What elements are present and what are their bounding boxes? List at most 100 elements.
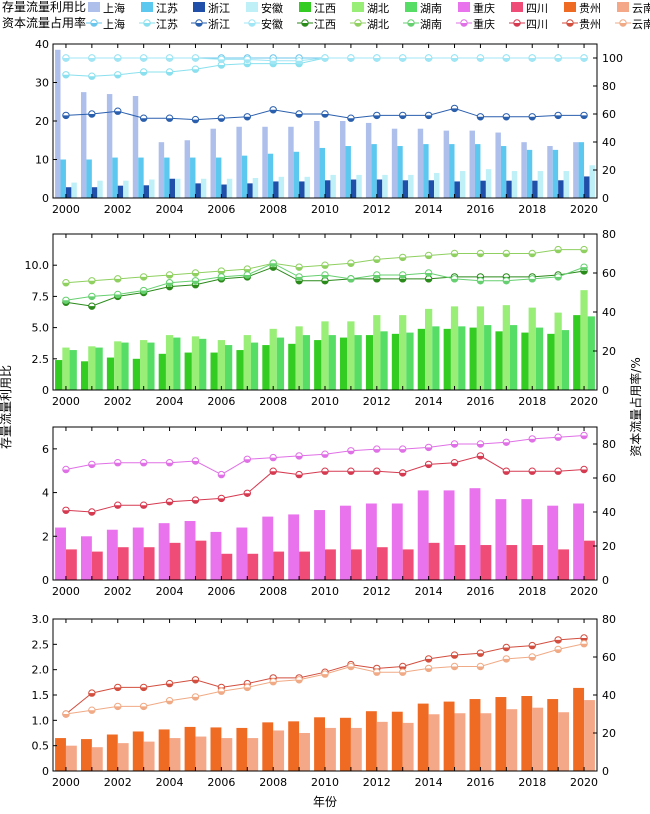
legend-bar-label-4: 安徽 xyxy=(261,1,283,15)
bar-p4-s2-2011 xyxy=(350,727,362,771)
point-fill-p3-s2-2015 xyxy=(451,462,458,466)
bar-p4-s1-2013 xyxy=(391,711,403,771)
point-fill-p3-s1-2013 xyxy=(399,449,406,453)
point-fill-p4-s2-2013 xyxy=(399,672,406,676)
bar-p2-s1-2017 xyxy=(495,331,503,390)
point-fill-p1-s4-2002 xyxy=(114,58,121,62)
right-tick-label-p1-0: 0 xyxy=(602,192,609,205)
point-fill-p3-s2-2005 xyxy=(192,500,199,504)
x-axis-label: 年份 xyxy=(313,795,337,809)
x-tick-label-p1-2008: 2008 xyxy=(259,203,287,216)
bar-p1-s3-2000 xyxy=(65,187,72,198)
point-fill-p3-s1-2004 xyxy=(166,462,173,466)
bar-p1-s4-2006 xyxy=(226,178,233,198)
bar-p1-s1-2017 xyxy=(495,132,501,198)
legend-bar-swatch-10 xyxy=(564,2,576,12)
bar-p2-s1-2014 xyxy=(417,328,425,390)
legend-bar-label-9: 四川 xyxy=(526,2,548,15)
point-fill-p2-s1-2009 xyxy=(295,280,303,284)
legend-bar-label-3: 浙江 xyxy=(208,2,230,15)
point-fill-p4-s1-2004 xyxy=(166,683,173,687)
x-tick-label-p2-2012: 2012 xyxy=(363,395,391,408)
bar-p1-s4-2005 xyxy=(200,178,207,198)
bar-p1-s3-2012 xyxy=(376,179,383,198)
x-tick-label-p4-2004: 2004 xyxy=(156,776,184,789)
point-fill-p1-s3-2001 xyxy=(88,114,96,118)
right-tick-label-p3-1: 20 xyxy=(602,540,616,553)
bar-p2-s2-2017 xyxy=(502,305,510,390)
point-fill-p1-s2-2009 xyxy=(295,63,303,67)
bar-p2-s1-2008 xyxy=(262,345,270,390)
point-fill-p1-s4-2001 xyxy=(88,58,96,62)
bar-p2-s1-2013 xyxy=(391,333,400,390)
bar-p2-s2-2018 xyxy=(528,307,536,390)
point-fill-p3-s1-2016 xyxy=(477,444,484,448)
x-tick-label-p1-2016: 2016 xyxy=(466,203,494,216)
bar-p1-s4-2015 xyxy=(459,171,466,198)
bar-p2-s1-2006 xyxy=(210,352,218,390)
bar-p3-s1-2000 xyxy=(55,527,66,580)
point-fill-p2-s1-2020 xyxy=(580,271,588,275)
bar-p2-s2-2012 xyxy=(373,315,381,390)
legend-bar-swatch-9 xyxy=(511,2,523,12)
left-tick-label-p1-0: 0 xyxy=(42,192,49,205)
bar-p3-s1-2016 xyxy=(469,488,481,580)
bar-p2-s3-2014 xyxy=(432,326,440,390)
point-fill-p2-s2-2006 xyxy=(218,271,225,275)
bar-p1-s1-2010 xyxy=(314,121,320,198)
point-fill-p1-s3-2004 xyxy=(166,118,173,122)
left-tick-label-p2-1: 2.5 xyxy=(32,353,50,366)
point-fill-p1-s3-2008 xyxy=(269,109,277,114)
bar-p1-s3-2001 xyxy=(91,187,98,198)
bar-p1-s2-2012 xyxy=(371,144,377,198)
x-tick-label-p2-2008: 2008 xyxy=(259,395,287,408)
bar-p2-s3-2018 xyxy=(535,327,544,390)
point-fill-p3-s2-2002 xyxy=(114,505,121,509)
point-fill-p3-s1-2006 xyxy=(218,474,225,478)
bar-p1-s2-2006 xyxy=(215,157,222,198)
legend-line-marker-fill-11 xyxy=(619,23,627,27)
x-tick-label-p3-2002: 2002 xyxy=(104,585,132,598)
point-fill-p1-s4-2003 xyxy=(140,58,147,62)
bar-p3-s1-2015 xyxy=(443,490,455,580)
point-fill-p3-s2-2017 xyxy=(503,471,510,475)
right-tick-label-p4-4: 80 xyxy=(602,613,616,626)
bar-p1-s4-2007 xyxy=(252,177,259,198)
bar-p1-s2-2013 xyxy=(397,146,403,198)
point-fill-p3-s1-2012 xyxy=(373,449,381,453)
right-tick-label-p2-4: 80 xyxy=(602,228,616,241)
legend: 存量流量利用比 资本流量占用率 上海 江苏 浙江 安徽 江西 湖北 湖南 重庆 四川 贵州 云南上海… xyxy=(2,0,650,31)
point-fill-p4-s2-2010 xyxy=(321,674,329,678)
bar-p1-s3-2017 xyxy=(506,180,512,198)
left-tick-label-p1-4: 40 xyxy=(35,38,49,51)
legend-line-label-3: 浙江 xyxy=(208,18,230,31)
bar-p2-s2-2005 xyxy=(191,336,200,390)
point-fill-p3-s1-2008 xyxy=(269,457,277,461)
bar-p3-s2-2006 xyxy=(221,553,233,580)
point-fill-p2-s1-2001 xyxy=(88,306,96,310)
point-fill-p1-s4-2000 xyxy=(62,58,70,62)
bar-p2-s3-2002 xyxy=(121,342,129,390)
point-fill-p3-s2-2010 xyxy=(321,471,329,475)
point-fill-p3-s2-2018 xyxy=(529,471,536,475)
point-fill-p1-s3-2009 xyxy=(295,114,303,118)
point-fill-p2-s2-2005 xyxy=(192,273,199,277)
x-tick-label-p3-2012: 2012 xyxy=(363,585,391,598)
bar-p1-s1-2014 xyxy=(417,128,424,198)
bar-p4-s1-2011 xyxy=(340,717,351,771)
bar-p1-s4-2008 xyxy=(278,176,285,198)
legend-bar-swatch-6 xyxy=(352,2,364,12)
bar-p1-s3-2018 xyxy=(532,180,538,198)
point-fill-p3-s1-2009 xyxy=(295,455,303,460)
point-fill-p2-s3-2014 xyxy=(425,273,432,277)
x-tick-label-p4-2016: 2016 xyxy=(466,776,494,789)
point-fill-p2-s2-2009 xyxy=(295,267,303,271)
point-fill-p2-s1-2012 xyxy=(373,278,381,283)
left-tick-label-p4-5: 2.5 xyxy=(32,638,50,651)
bar-p2-s1-2016 xyxy=(469,327,477,390)
point-fill-p1-s4-2017 xyxy=(503,58,510,62)
point-fill-p1-s4-2007 xyxy=(244,59,251,63)
point-fill-p2-s2-2016 xyxy=(477,253,484,257)
bar-p1-s3-2014 xyxy=(428,180,435,198)
bar-p1-s1-2005 xyxy=(184,140,191,198)
